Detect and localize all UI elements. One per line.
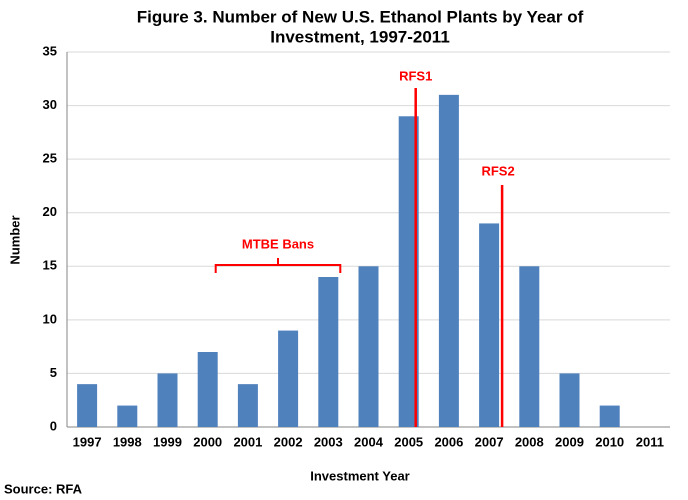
bar (599, 405, 620, 427)
annotation: MTBE Bans (242, 236, 314, 251)
x-tick-label: 1998 (113, 434, 142, 449)
y-tick-label: 10 (43, 311, 57, 326)
chart-title: Figure 3. Number of New U.S. Ethanol Pla… (137, 7, 584, 26)
bar (519, 266, 540, 427)
bar (398, 116, 419, 428)
chart-title: Investment, 1997-2011 (270, 27, 450, 46)
x-tick-label: 2004 (354, 434, 384, 449)
bar (358, 266, 379, 427)
bar (77, 384, 98, 427)
bar (197, 352, 218, 427)
x-tick-label: 2005 (394, 434, 423, 449)
bar (318, 277, 339, 427)
bar (438, 94, 459, 427)
x-tick-label: 2007 (475, 434, 504, 449)
bar (157, 373, 178, 427)
x-tick-label: 2006 (434, 434, 463, 449)
y-tick-label: 25 (43, 151, 57, 166)
x-axis-label: Investment Year (310, 468, 409, 483)
y-tick-label: 15 (43, 258, 57, 273)
y-tick-label: 0 (50, 418, 57, 433)
y-tick-label: 30 (43, 97, 57, 112)
x-tick-label: 2002 (274, 434, 303, 449)
x-tick-label: 2009 (555, 434, 584, 449)
annotation-bracket (214, 258, 342, 273)
x-tick-label: 2001 (233, 434, 262, 449)
x-tick-label: 1999 (153, 434, 182, 449)
x-tick-label: 2003 (314, 434, 343, 449)
bar (237, 384, 258, 427)
source: Source: RFA (4, 481, 83, 496)
annotation: RFS1 (399, 68, 432, 83)
x-tick-label: 1997 (73, 434, 102, 449)
bar (278, 330, 299, 427)
x-tick-label: 2010 (595, 434, 624, 449)
bar (117, 405, 138, 427)
x-tick-label: 2008 (515, 434, 544, 449)
annotation: RFS2 (481, 163, 514, 178)
x-tick-label: 2011 (636, 434, 664, 449)
x-tick-label: 2000 (193, 434, 222, 449)
y-tick-label: 35 (43, 43, 57, 58)
y-tick-label: 20 (43, 204, 57, 219)
bar (559, 373, 580, 427)
bar (479, 223, 500, 427)
y-tick-label: 5 (50, 365, 57, 380)
y-axis-label: Number (7, 215, 22, 264)
